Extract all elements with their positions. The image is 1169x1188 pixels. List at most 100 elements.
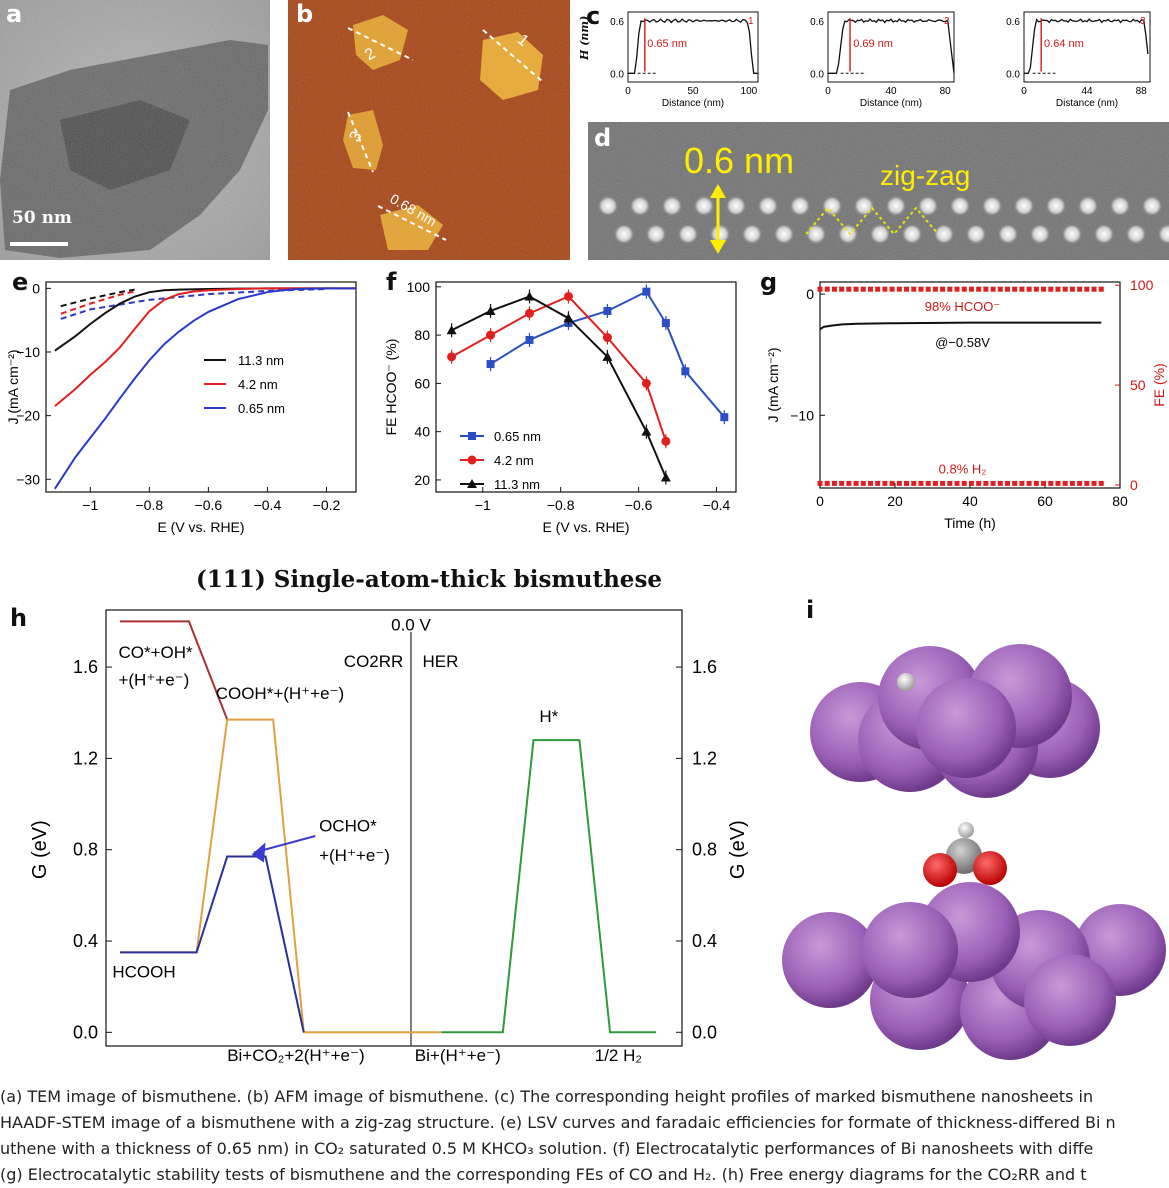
scale-bar-label: 50 nm	[12, 208, 72, 228]
y-tick-label: 0.0	[73, 1022, 98, 1042]
energy-label-co_oh: CO*+OH*	[118, 643, 193, 662]
x-tick-label: 80	[1112, 493, 1128, 509]
stem-atom	[613, 223, 635, 245]
x-tick-label: −0.8	[547, 497, 575, 513]
fe-point	[831, 286, 837, 292]
y-axis-label: FE HCOO⁻ (%)	[383, 339, 399, 436]
y-tick-label: 100	[407, 279, 431, 295]
stem-atom	[885, 195, 907, 217]
data-point	[486, 330, 496, 340]
stem-atom	[645, 223, 667, 245]
y-tick-label: 20	[414, 472, 430, 488]
profile-id: 2	[944, 16, 950, 27]
series-line	[54, 287, 356, 407]
fe-point	[817, 286, 823, 292]
x-tick-label: −1	[82, 497, 98, 513]
y-tick-label: 0	[806, 286, 814, 302]
panel-f-letter: f	[386, 268, 397, 296]
fe-point	[954, 286, 960, 292]
profile-ytick: 0.6	[610, 17, 624, 28]
fe-point	[896, 480, 902, 486]
x-tick-label: −1	[475, 497, 491, 513]
x-axis-label: Time (h)	[944, 515, 996, 531]
stem-atom	[917, 195, 939, 217]
stem-atom	[853, 195, 875, 217]
profile-id: 1	[748, 16, 754, 27]
series-line	[451, 295, 667, 478]
fe-point	[860, 480, 866, 486]
fe-point	[1026, 480, 1032, 486]
h-adsorbed-model	[810, 644, 1100, 798]
data-point	[524, 291, 535, 301]
energy-label-co_oh2: +(H⁺+e⁻)	[118, 670, 189, 689]
fe-point	[961, 286, 967, 292]
ocho-arrow-head	[251, 842, 266, 863]
fe-point	[1041, 286, 1047, 292]
fe-point	[940, 286, 946, 292]
stem-atom	[725, 195, 747, 217]
fe-point	[997, 480, 1003, 486]
x-tick-label: 0	[816, 493, 824, 509]
fe-point	[875, 480, 881, 486]
stem-atom	[1013, 195, 1035, 217]
stem-atom	[693, 195, 715, 217]
legend-marker	[467, 455, 477, 465]
fe-point	[1026, 286, 1032, 292]
caption-line: uthene with a thickness of 0.65 nm) in C…	[0, 1139, 1094, 1158]
fe-point	[839, 286, 845, 292]
data-point	[446, 325, 457, 335]
profile-line	[828, 18, 955, 74]
energy-label-bi_h: Bi+(H⁺+e⁻)	[415, 1046, 501, 1065]
fe-point	[824, 480, 830, 486]
y-tick-label: 0	[32, 280, 40, 296]
panel-c-letter: c	[586, 2, 601, 30]
series-line	[54, 287, 356, 490]
molecular-models	[782, 644, 1166, 1060]
fe-point	[911, 480, 917, 486]
profile-xtick: 0	[825, 86, 831, 97]
fe-point	[889, 286, 895, 292]
fe-point	[968, 286, 974, 292]
y-tick-label: 1.2	[73, 748, 98, 768]
profile-line	[1024, 18, 1149, 74]
data-point	[720, 413, 729, 422]
fe-point	[882, 480, 888, 486]
fe-point	[1019, 480, 1025, 486]
right-y-tick-label: 1.6	[692, 657, 717, 677]
profile-id: 3	[1140, 16, 1146, 27]
data-point	[486, 360, 495, 369]
fe-point	[831, 480, 837, 486]
fe-point	[889, 480, 895, 486]
fe-point	[940, 480, 946, 486]
x-tick-label: 60	[1037, 493, 1053, 509]
fe-point	[1033, 286, 1039, 292]
x-tick-label: −0.8	[136, 497, 164, 513]
profile-ytick: 0.6	[1006, 17, 1020, 28]
legend-label: 4.2 nm	[494, 453, 534, 468]
fe-point	[867, 480, 873, 486]
fe-point	[875, 286, 881, 292]
energy-label-her: HER	[422, 652, 458, 671]
data-point	[603, 306, 612, 315]
right-y-tick-label: 100	[1130, 277, 1154, 293]
fe-point	[990, 480, 996, 486]
stem-atom	[597, 195, 619, 217]
fe-chart: −1 −0.8 −0.6 −0.4 20 40 60 80 100 E (V vs. RHE) FE…	[383, 279, 737, 535]
energy-label-ocho: OCHO*	[319, 816, 377, 835]
fe-point	[1091, 286, 1097, 292]
fe-point	[867, 286, 873, 292]
panel-c-ylabel: H (nm)	[578, 15, 591, 60]
data-point	[661, 436, 671, 446]
panel-h-title: (111) Single-atom-thick bismuthese	[196, 566, 663, 593]
stem-atom	[1157, 223, 1169, 245]
x-axis-label: E (V vs. RHE)	[157, 519, 244, 535]
fe-point	[976, 480, 982, 486]
fe-point	[947, 286, 953, 292]
legend-label: 4.2 nm	[238, 377, 278, 392]
fe-point	[904, 286, 910, 292]
stem-atom	[709, 223, 731, 245]
stem-atom	[1093, 223, 1115, 245]
stem-atom	[1029, 223, 1051, 245]
fe-point	[1062, 286, 1068, 292]
